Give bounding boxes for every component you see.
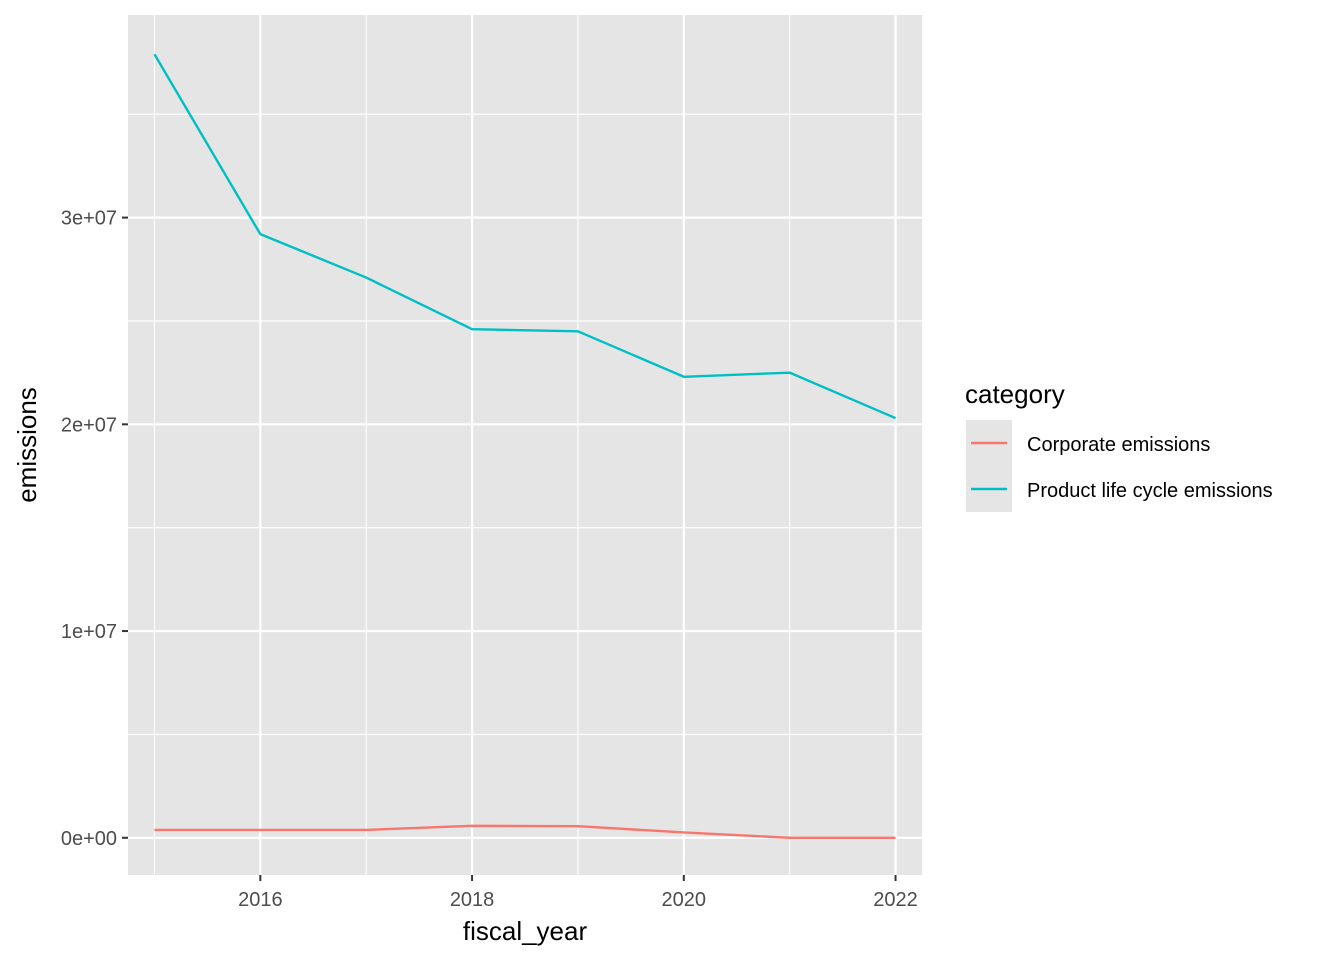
legend: category Corporate emissions Product lif…: [965, 379, 1273, 512]
legend-title: category: [965, 379, 1065, 409]
legend-label-product: Product life cycle emissions: [1027, 480, 1273, 502]
x-axis-ticks: 2016 2018 2020 2022: [238, 875, 918, 911]
series-lines: [153, 53, 897, 839]
y-tick-label: 1e+07: [61, 621, 117, 643]
series-line-product-life-cycle-emissions: [153, 53, 897, 420]
y-tick-label: 3e+07: [61, 208, 117, 230]
x-tick-label: 2020: [662, 889, 707, 911]
legend-label-corporate: Corporate emissions: [1027, 434, 1210, 456]
x-tick-label: 2018: [450, 889, 495, 911]
x-axis-title: fiscal_year: [463, 916, 588, 946]
series-line-corporate-emissions: [154, 824, 896, 839]
y-tick-label: 2e+07: [61, 414, 117, 436]
y-axis-ticks: 0e+00 1e+07 2e+07 3e+07: [61, 208, 128, 850]
x-tick-label: 2022: [873, 889, 918, 911]
y-axis-title: emissions: [12, 387, 42, 503]
x-tick-label: 2016: [238, 889, 283, 911]
y-tick-label: 0e+00: [61, 828, 117, 850]
plot-panel: [128, 15, 922, 875]
